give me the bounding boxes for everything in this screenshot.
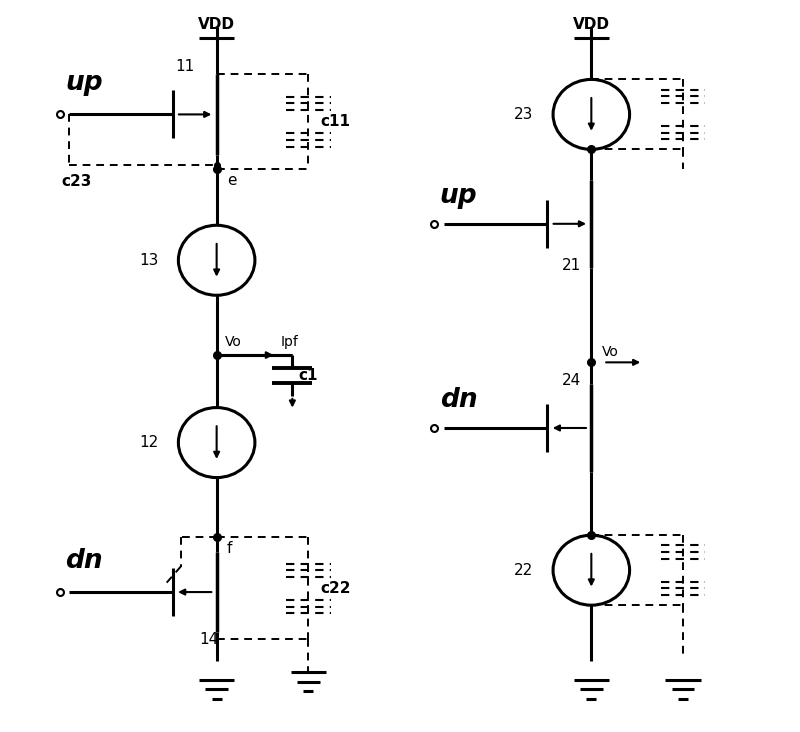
Text: up: up bbox=[65, 70, 102, 96]
Text: c22: c22 bbox=[320, 581, 350, 596]
Text: Vo: Vo bbox=[602, 345, 618, 359]
Text: up: up bbox=[440, 183, 478, 209]
Text: 14: 14 bbox=[199, 632, 218, 647]
Text: 21: 21 bbox=[562, 258, 581, 273]
Text: dn: dn bbox=[440, 387, 478, 414]
Text: 22: 22 bbox=[514, 563, 533, 578]
Text: c23: c23 bbox=[61, 174, 91, 189]
Text: Ipf: Ipf bbox=[281, 335, 298, 349]
Text: 24: 24 bbox=[562, 373, 581, 388]
Text: c1: c1 bbox=[298, 368, 318, 383]
Text: 23: 23 bbox=[514, 107, 534, 122]
Text: VDD: VDD bbox=[573, 17, 610, 32]
Text: 12: 12 bbox=[139, 435, 158, 450]
Text: 13: 13 bbox=[139, 253, 158, 268]
Text: dn: dn bbox=[65, 548, 102, 574]
Text: VDD: VDD bbox=[198, 17, 235, 32]
Text: Vo: Vo bbox=[225, 335, 242, 349]
Text: f: f bbox=[227, 541, 232, 556]
Text: 11: 11 bbox=[175, 59, 194, 75]
Text: c11: c11 bbox=[320, 114, 350, 130]
Text: e: e bbox=[227, 173, 237, 187]
